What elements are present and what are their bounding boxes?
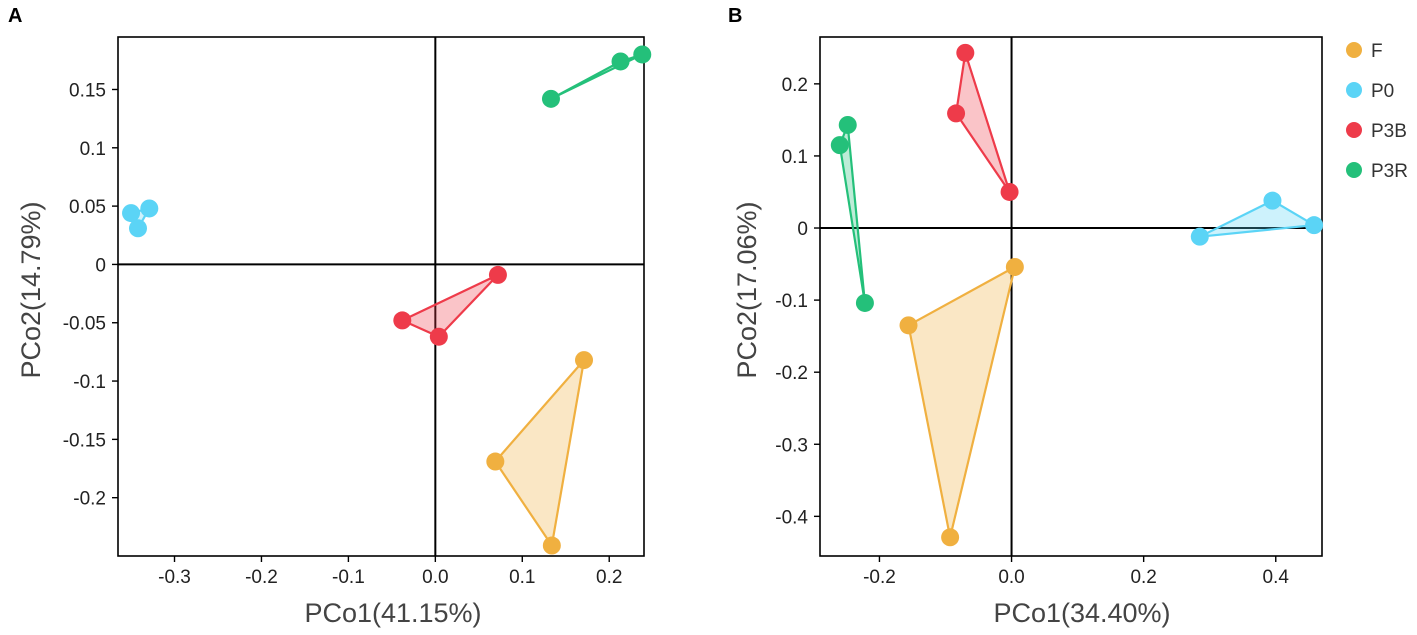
y-tick-label: -0.3 xyxy=(775,435,808,456)
group-p0 xyxy=(1190,191,1324,246)
y-tick-label: -0.2 xyxy=(73,489,106,510)
point-f xyxy=(941,528,960,547)
point-f xyxy=(542,536,561,555)
y-tick-label: -0.1 xyxy=(775,291,808,312)
point-p3r xyxy=(633,45,652,64)
plot-frame xyxy=(117,36,645,557)
y-axis-title: PCo2(14.79%) xyxy=(16,201,46,378)
panel-b: B -0.2 0.0 0.2 0.4 0.2 0.1 0 -0.1 -0.2 -0.3 -0.4 PCo… xyxy=(728,5,1324,628)
y-tick-label: 0.15 xyxy=(69,80,106,101)
x-axis-title: PCo1(41.15%) xyxy=(304,598,481,628)
x-tick-label: 0.1 xyxy=(509,567,535,588)
legend-label: P0 xyxy=(1371,81,1394,102)
point-p3r xyxy=(611,52,630,71)
legend-item-p3r: P3R xyxy=(1346,161,1408,182)
legend-item-f: F xyxy=(1346,41,1383,62)
hull-p3b xyxy=(401,273,499,338)
legend-label: F xyxy=(1371,41,1383,62)
legend-swatch xyxy=(1346,162,1362,178)
group-p3b xyxy=(947,43,1019,201)
legend-swatch xyxy=(1346,42,1362,58)
group-p3r xyxy=(830,115,874,312)
y-tick-label: 0 xyxy=(797,219,808,240)
legend-item-p3b: P3B xyxy=(1346,121,1407,142)
point-p0 xyxy=(1305,216,1324,235)
group-p3r xyxy=(541,45,652,108)
point-f xyxy=(1005,257,1024,276)
point-p3b xyxy=(429,327,448,346)
legend-item-p0: P0 xyxy=(1346,81,1394,102)
hull-p3b xyxy=(954,51,1011,194)
x-tick-label: 0.4 xyxy=(1263,567,1290,588)
y-tick-label: 0.1 xyxy=(80,139,106,160)
point-p3r xyxy=(855,293,874,312)
x-axis-title: PCo1(34.40%) xyxy=(993,598,1170,628)
x-tick-label: -0.1 xyxy=(332,567,365,588)
point-p0 xyxy=(1190,227,1209,246)
point-p3b xyxy=(393,311,412,330)
y-tick-label: 0 xyxy=(95,255,106,276)
point-p3r xyxy=(838,115,857,134)
legend-swatch xyxy=(1346,122,1362,138)
point-p3r xyxy=(541,89,560,108)
point-f xyxy=(575,351,594,370)
y-tick-label: 0.2 xyxy=(782,75,808,96)
hull-f xyxy=(907,265,1017,539)
point-p3b xyxy=(488,265,507,284)
point-p3b xyxy=(956,43,975,62)
y-tick-label: -0.2 xyxy=(775,363,808,384)
y-tick-label: 0.05 xyxy=(69,197,106,218)
hull-p3r xyxy=(838,123,867,305)
x-tick-label: -0.2 xyxy=(863,567,896,588)
x-tick-label: 0.2 xyxy=(1130,567,1156,588)
panel-label: B xyxy=(728,5,742,27)
panel-label: A xyxy=(8,5,22,27)
y-tick-label: -0.05 xyxy=(63,314,106,335)
plot-frame xyxy=(819,36,1323,557)
x-tick-label: -0.3 xyxy=(158,567,191,588)
x-tick-label: 0.0 xyxy=(998,567,1024,588)
point-p3b xyxy=(1000,182,1019,201)
x-tick-label: 0.2 xyxy=(596,567,622,588)
y-tick-label: -0.4 xyxy=(775,507,808,528)
point-p0 xyxy=(128,219,147,238)
panel-a: A -0.3 -0.2 -0.1 0.0 0.1 0.2 0.15 0.1 0.05 0 -0.05 -… xyxy=(8,5,652,628)
hull-f xyxy=(494,359,586,547)
point-p3b xyxy=(947,104,966,123)
point-p3r xyxy=(830,136,849,155)
x-tick-label: 0.0 xyxy=(422,567,448,588)
legend-label: P3R xyxy=(1371,161,1408,182)
x-tick-label: -0.2 xyxy=(245,567,278,588)
y-tick-label: -0.15 xyxy=(63,430,106,451)
group-f xyxy=(899,257,1024,547)
point-f xyxy=(899,316,918,335)
point-p0 xyxy=(1263,191,1282,210)
y-tick-label: -0.1 xyxy=(73,372,106,393)
group-p3b xyxy=(393,265,507,346)
legend-label: P3B xyxy=(1371,121,1407,142)
point-p0 xyxy=(140,199,159,218)
point-p0 xyxy=(122,204,141,223)
group-p0 xyxy=(122,199,159,238)
y-axis-title: PCo2(17.06%) xyxy=(732,201,762,378)
legend-swatch xyxy=(1346,82,1362,98)
point-f xyxy=(486,452,505,471)
group-f xyxy=(486,351,594,555)
legend: F P0 P3B P3R xyxy=(1346,41,1408,182)
y-tick-label: 0.1 xyxy=(782,147,808,168)
hull-p0 xyxy=(1198,199,1316,238)
